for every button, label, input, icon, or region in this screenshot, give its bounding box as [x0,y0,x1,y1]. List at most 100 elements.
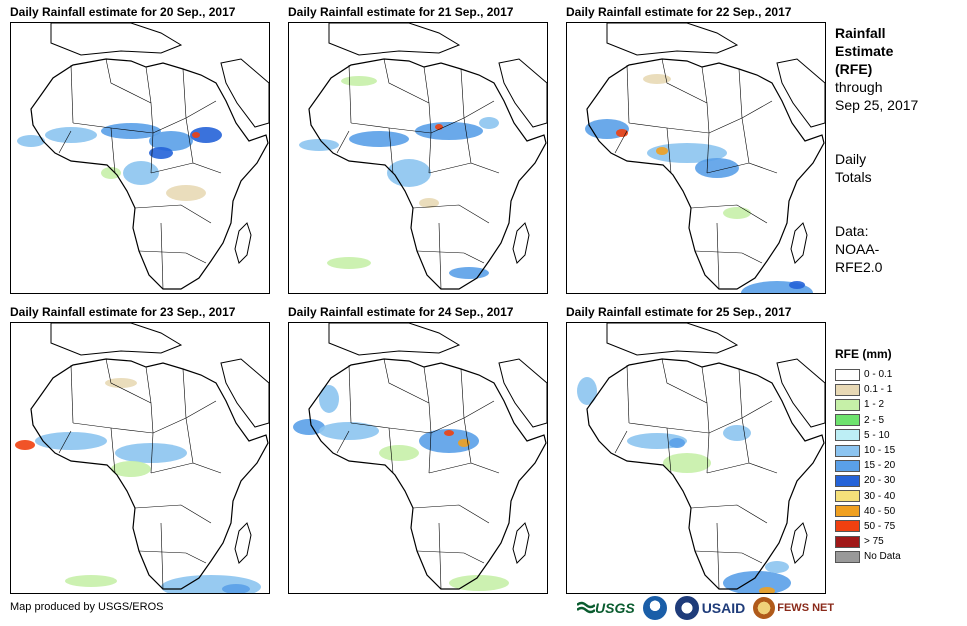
rainfall-area [101,167,121,179]
country-border [423,66,432,134]
madagascar-outline [234,522,252,564]
legend-item: 50 - 75 [835,519,965,534]
rainfall-area [458,439,470,447]
africa-outline [30,358,269,590]
panel-title: Daily Rainfall estimate for 22 Sep., 201… [566,5,792,19]
africa-outline [308,58,547,290]
fews-seal-icon [753,597,776,619]
usaid-seal-icon [674,596,699,620]
country-border [348,64,352,124]
legend-swatch [835,444,860,457]
rainfall-area [647,143,727,163]
panel-title: Daily Rainfall estimate for 25 Sep., 201… [566,305,792,319]
madagascar-outline [790,522,808,564]
rainfall-area [695,158,739,178]
usgs-wordmark: USGS [595,600,635,616]
totals-line1: Daily [835,151,867,167]
legend-swatch [835,535,860,548]
country-border [741,417,778,474]
totals-line2: Totals [835,169,872,185]
country-border [661,358,708,404]
country-border [348,364,352,424]
logo-bar: USGS USAID FEWS NET [577,595,834,621]
rainfall-area [166,185,206,201]
side-info: Rainfall Estimate (RFE) through Sep 25, … [835,24,965,276]
rainfall-map [566,322,826,594]
arabia-outline [220,358,269,428]
legend-label: 0 - 0.1 [864,369,893,381]
country-border [701,66,710,134]
country-border [383,358,430,404]
rainfall-area [17,135,45,147]
legend-item: 5 - 10 [835,428,965,443]
legend-swatch [835,550,860,563]
rainfall-area [319,385,339,413]
country-border [412,204,490,224]
rainfall-area [723,425,751,441]
madagascar-outline [790,222,808,264]
legend-label: 1 - 2 [864,399,885,411]
africa-outline [308,358,547,590]
rainfall-area [669,438,685,448]
rainfall-area [35,432,107,450]
country-border [160,222,164,290]
country-border [160,522,164,590]
legend-item: 30 - 40 [835,489,965,504]
country-border [626,364,630,424]
country-border [105,58,152,104]
country-border [58,130,72,154]
side-title-line3: (RFE) [835,61,873,77]
rainfall-area [663,453,711,473]
country-border [416,550,485,564]
legend-item: > 75 [835,534,965,549]
country-border [336,430,350,454]
side-title-line1: Rainfall [835,25,886,41]
panel-title: Daily Rainfall estimate for 20 Sep., 201… [10,5,236,19]
rainfall-area [105,378,137,388]
country-border [690,204,768,224]
rainfall-area [341,76,377,86]
country-border [741,117,778,174]
country-border [70,64,74,124]
legend-label: 40 - 50 [864,505,896,517]
madagascar-outline [512,222,530,264]
panel-title: Daily Rainfall estimate for 24 Sep., 201… [288,305,514,319]
data-source-line1: NOAA- [835,241,880,257]
africa-map-svg [585,23,825,293]
country-border [438,522,442,590]
legend-item: 0.1 - 1 [835,382,965,397]
rainfall-area [419,198,439,208]
country-border [628,400,773,434]
side-title-line2: Estimate [835,43,894,59]
legend-label: 15 - 20 [864,460,896,472]
rainfall-area [327,257,371,269]
europe-outline [50,323,183,356]
legend-item: 20 - 30 [835,473,965,488]
rainfall-area [415,122,483,140]
country-border [428,432,432,474]
country-border [416,250,485,264]
legend-label: No Data [864,551,901,563]
country-border [105,358,152,404]
africa-map-svg [17,23,269,290]
rainfall-map [566,22,826,294]
country-border [145,66,154,134]
rainfall-area [45,127,97,143]
rainfall-map [10,22,270,294]
country-border [134,204,212,224]
legend-item: 15 - 20 [835,458,965,473]
africa-map-svg [15,323,269,593]
europe-outline [606,23,739,56]
rainfall-area [299,139,339,151]
rainfall-area [577,377,597,405]
through-date: Sep 25, 2017 [835,97,919,113]
country-border [706,132,710,174]
fews-wordmark: FEWS NET [777,602,835,614]
africa-map-svg [299,23,547,290]
country-border [110,427,116,474]
country-border [150,162,194,174]
rainfall-area [149,131,193,151]
country-border [72,400,217,434]
rainfall-area [190,127,222,143]
legend-label: 10 - 15 [864,445,896,457]
